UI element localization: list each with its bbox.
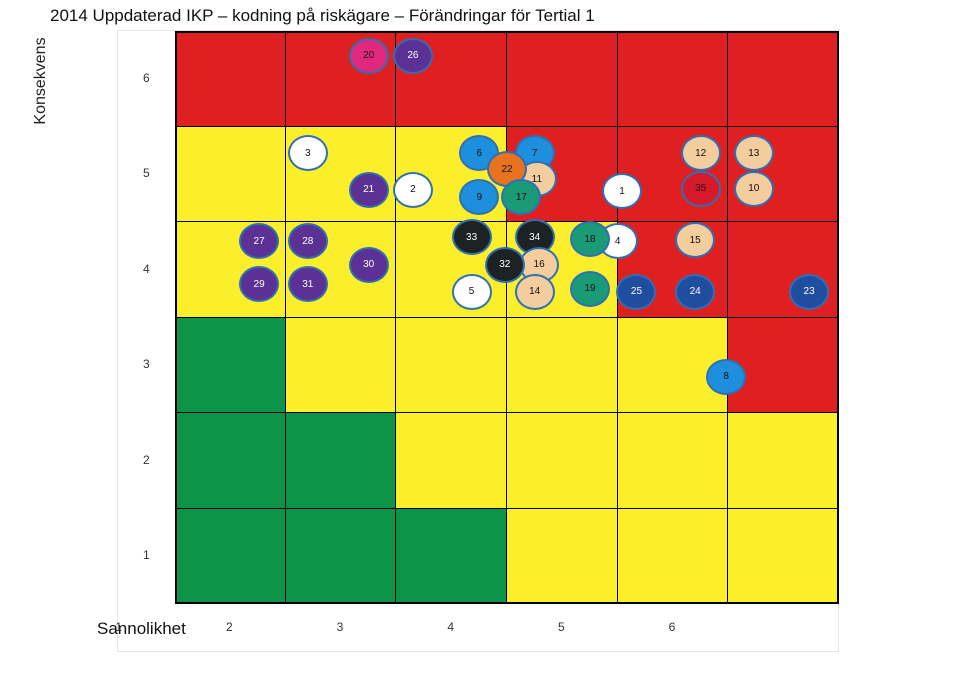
x-tick-label: 6 xyxy=(668,620,676,634)
matrix-cell-yellow xyxy=(728,413,839,509)
risk-marker-5[interactable]: 5 xyxy=(451,273,492,310)
y-tick-label: 3 xyxy=(143,357,150,372)
matrix-cell-yellow xyxy=(728,508,839,604)
matrix-cell-yellow xyxy=(175,126,286,222)
risk-marker-33[interactable]: 33 xyxy=(451,219,492,256)
risk-marker-12[interactable]: 12 xyxy=(680,135,721,172)
risk-marker-1[interactable]: 1 xyxy=(602,173,643,210)
risk-marker-30[interactable]: 30 xyxy=(348,246,389,283)
risk-marker-2[interactable]: 2 xyxy=(392,171,433,208)
y-tick-label: 2 xyxy=(143,452,150,467)
risk-marker-10[interactable]: 10 xyxy=(733,170,774,207)
risk-marker-23[interactable]: 23 xyxy=(789,273,830,310)
matrix-cell-red xyxy=(507,31,618,127)
risk-marker-3[interactable]: 3 xyxy=(287,135,328,172)
matrix-cell-red xyxy=(617,31,729,127)
risk-marker-15[interactable]: 15 xyxy=(675,222,716,259)
matrix-cell-green xyxy=(175,413,286,509)
matrix-cell-green xyxy=(396,508,507,604)
risk-marker-27[interactable]: 27 xyxy=(239,223,280,260)
matrix-cell-red xyxy=(728,31,839,127)
matrix-cell-yellow xyxy=(507,317,618,413)
x-axis-label: Sannolikhet xyxy=(97,619,186,638)
y-tick-label: 4 xyxy=(143,261,150,276)
matrix-cell-yellow xyxy=(285,317,397,413)
risk-marker-26[interactable]: 26 xyxy=(392,37,433,74)
risk-marker-32[interactable]: 32 xyxy=(484,246,525,283)
risk-marker-28[interactable]: 28 xyxy=(287,223,328,260)
matrix-cell-red xyxy=(175,31,286,127)
risk-marker-17[interactable]: 17 xyxy=(501,179,542,216)
x-tick-label: 1 xyxy=(115,620,123,634)
x-tick-label: 3 xyxy=(336,620,344,634)
matrix-cell-green xyxy=(285,508,397,604)
matrix-cell-yellow xyxy=(507,508,618,604)
risk-marker-29[interactable]: 29 xyxy=(239,266,280,303)
risk-marker-14[interactable]: 14 xyxy=(514,273,555,310)
risk-marker-9[interactable]: 9 xyxy=(459,179,500,216)
risk-matrix xyxy=(175,31,839,604)
matrix-cell-red xyxy=(728,317,839,413)
page-title: 2014 Uppdaterad IKP – kodning på riskäga… xyxy=(50,6,595,25)
matrix-cell-yellow xyxy=(507,413,618,509)
risk-marker-20[interactable]: 20 xyxy=(348,37,389,74)
risk-marker-31[interactable]: 31 xyxy=(287,266,328,303)
risk-marker-21[interactable]: 21 xyxy=(348,171,389,208)
y-tick-label: 1 xyxy=(143,548,150,563)
risk-marker-25[interactable]: 25 xyxy=(616,273,657,310)
matrix-cell-yellow xyxy=(617,508,729,604)
x-tick-label: 5 xyxy=(558,620,565,634)
y-axis-label: Konsekvens xyxy=(32,37,49,125)
risk-marker-24[interactable]: 24 xyxy=(675,273,716,310)
x-tick-label: 4 xyxy=(447,620,455,634)
risk-marker-18[interactable]: 18 xyxy=(570,221,610,258)
risk-marker-8[interactable]: 8 xyxy=(706,358,747,395)
matrix-cell-yellow xyxy=(396,413,507,509)
risk-marker-13[interactable]: 13 xyxy=(733,135,774,172)
matrix-cell-yellow xyxy=(396,317,507,413)
matrix-cell-green xyxy=(175,317,286,413)
risk-marker-19[interactable]: 19 xyxy=(570,270,610,307)
y-tick-label: 5 xyxy=(143,166,150,181)
matrix-cell-green xyxy=(175,508,286,604)
y-tick-label: 6 xyxy=(143,70,150,85)
matrix-cell-yellow xyxy=(617,413,729,509)
x-tick-label: 2 xyxy=(226,620,233,634)
risk-marker-35[interactable]: 35 xyxy=(680,170,721,207)
matrix-cell-green xyxy=(285,413,397,509)
